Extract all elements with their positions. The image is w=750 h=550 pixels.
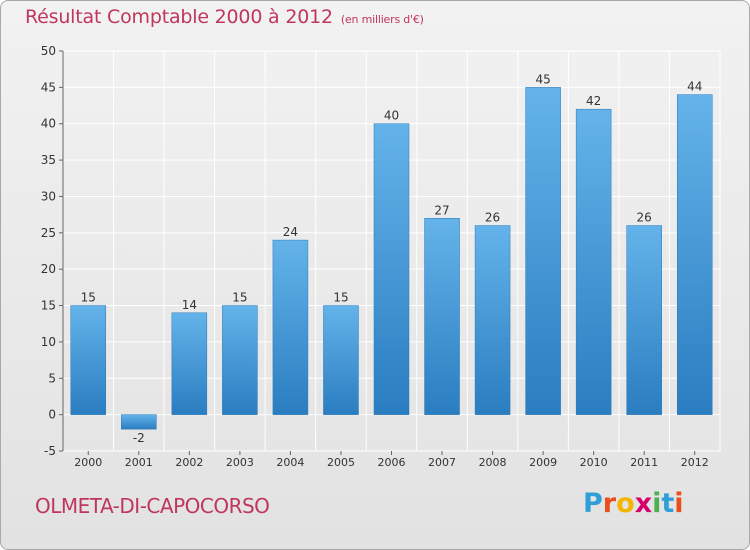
bar-2009 (525, 87, 561, 415)
logo-letter: o (616, 488, 635, 519)
data-label-2002: 14 (182, 298, 197, 312)
chart-title: Résultat Comptable 2000 à 2012 (en millie… (25, 6, 424, 28)
bar-2006 (373, 123, 410, 415)
logo-letter: i (652, 488, 662, 519)
x-tick-label: 2009 (529, 456, 557, 469)
x-tick-label: 2002 (175, 456, 203, 469)
data-label-2000: 15 (81, 291, 96, 305)
bar-2001 (121, 414, 157, 430)
commune-name: OLMETA-DI-CAPOCORSO (35, 494, 270, 518)
x-tick-label: 2007 (428, 456, 456, 469)
logo-letter: P (583, 488, 603, 519)
y-tick-label: 30 (41, 189, 56, 203)
y-tick-label: 0 (48, 408, 56, 422)
bar-2003 (222, 305, 258, 415)
x-tick-label: 2005 (327, 456, 355, 469)
data-label-2011: 26 (637, 211, 652, 225)
bar-2000 (70, 305, 107, 415)
y-tick-label: -5 (44, 444, 56, 458)
data-label-2008: 26 (485, 211, 500, 225)
logo-letter: i (674, 488, 684, 519)
data-label-2009: 45 (535, 72, 550, 86)
data-labels: 15 -2 14 15 24 15 40 27 26 45 42 26 44 (81, 72, 703, 445)
y-tick-label: 45 (41, 80, 56, 94)
proxiti-logo: Proxiti (583, 488, 684, 519)
data-label-2010: 42 (586, 94, 601, 108)
data-label-2001: -2 (133, 431, 145, 445)
bars (70, 87, 713, 430)
data-label-2006: 40 (384, 109, 399, 123)
y-tick-label: 40 (41, 117, 56, 131)
data-label-2007: 27 (434, 203, 449, 217)
chart-subtitle: (en milliers d'€) (340, 13, 424, 26)
data-label-2003: 15 (232, 291, 247, 305)
x-tick-label: 2010 (580, 456, 608, 469)
bar-2011 (626, 225, 662, 415)
y-tick-label: 15 (41, 299, 56, 313)
x-tick-label: 2000 (74, 456, 102, 469)
bar-2008 (474, 225, 511, 415)
x-tick-label: 2011 (630, 456, 658, 469)
x-tick-label: 2006 (378, 456, 406, 469)
logo-letter: t (661, 488, 675, 519)
logo-letter: x (634, 488, 653, 519)
logo-letter: r (602, 488, 617, 519)
x-tick-label: 2004 (276, 456, 304, 469)
data-label-2005: 15 (333, 291, 348, 305)
x-tick-label: 2008 (479, 456, 507, 469)
title-text: Résultat Comptable 2000 à 2012 (25, 6, 333, 28)
data-label-2012: 44 (687, 80, 702, 94)
bar-2002 (171, 312, 208, 415)
y-tick-label: 20 (41, 262, 56, 276)
y-tick-label: 35 (41, 153, 56, 167)
axes: -5 0 5 10 15 20 25 30 35 40 45 50 2000 2001 2002 2003 20… (41, 44, 709, 469)
bar-2012 (676, 94, 713, 415)
y-tick-label: 25 (41, 226, 56, 240)
x-tick-label: 2003 (226, 456, 254, 469)
data-label-2004: 24 (283, 225, 298, 239)
x-tick-label: 2001 (125, 456, 153, 469)
bar-2005 (323, 305, 359, 415)
y-tick-label: 5 (48, 371, 56, 385)
bar-2004 (272, 239, 309, 415)
y-tick-label: 10 (41, 335, 56, 349)
bar-2010 (575, 108, 612, 415)
bar-2007 (424, 218, 460, 415)
y-tick-label: 50 (41, 44, 56, 58)
x-tick-label: 2012 (681, 456, 709, 469)
